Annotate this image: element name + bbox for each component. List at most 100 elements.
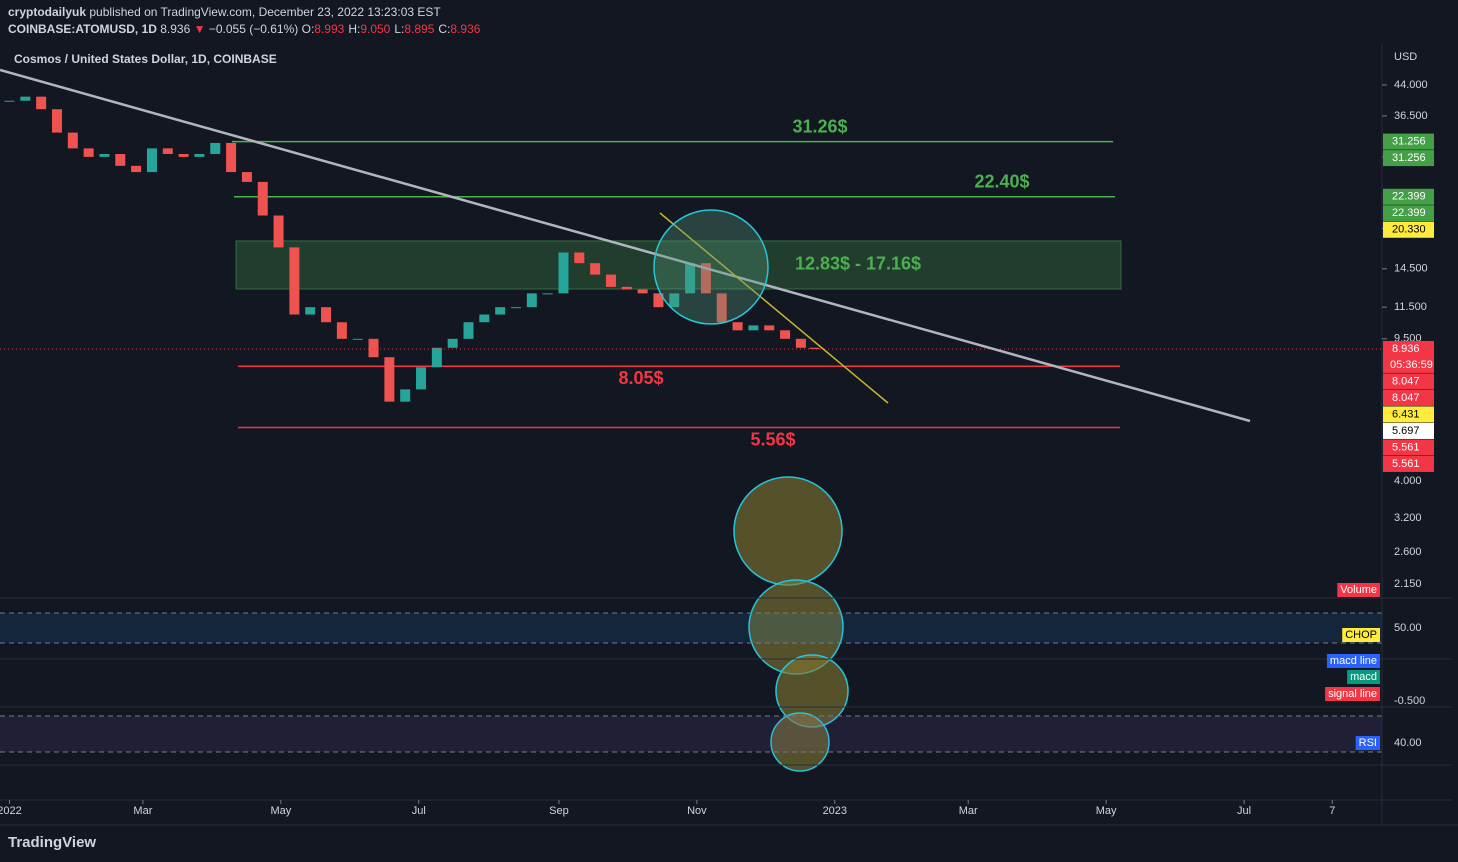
candle <box>131 165 142 173</box>
price-label: 8.047 <box>1392 375 1420 387</box>
price-label: 8.936 <box>1392 343 1420 355</box>
pane-label-box <box>1342 628 1380 642</box>
candle <box>210 142 221 154</box>
ohlc-value: 9.050 <box>360 22 391 36</box>
pane-label: macd line <box>1330 655 1377 667</box>
x-tick-label: Jul <box>412 805 426 817</box>
pane-label-box <box>1347 670 1380 684</box>
candle <box>241 172 252 182</box>
y-tick-label: 11.500 <box>1394 301 1427 313</box>
pane-tick-label: 2.600 <box>1394 546 1422 558</box>
candle <box>368 338 379 358</box>
ohlc-key: O: <box>301 22 315 36</box>
trendline-yellow <box>659 212 889 404</box>
price-label: 6.431 <box>1392 408 1420 420</box>
highlight-circle <box>770 712 830 772</box>
candle <box>716 293 727 323</box>
candle <box>51 109 62 133</box>
ohlc-value: 8.936 <box>450 22 481 36</box>
candle <box>542 293 553 295</box>
axis-unit: USD <box>1394 51 1417 63</box>
price-label: 5.561 <box>1392 441 1420 453</box>
candle <box>590 263 601 275</box>
candle <box>463 322 474 339</box>
candle <box>447 338 458 348</box>
candle <box>510 307 521 309</box>
x-tick-label: May <box>270 805 291 817</box>
pane-tick-label: 2.150 <box>1394 578 1422 590</box>
price-label: 22.399 <box>1392 191 1426 203</box>
candle <box>289 247 300 315</box>
pane-label-box <box>1325 687 1380 701</box>
pane-tick-label: 4.000 <box>1394 475 1422 487</box>
x-tick-label: May <box>1096 805 1117 817</box>
pane-label: Volume <box>1340 584 1377 596</box>
chop-band <box>0 613 1382 643</box>
candle <box>146 148 157 173</box>
candle <box>669 293 680 308</box>
pane-tick-label: 3.200 <box>1394 512 1422 524</box>
price-label: 22.399 <box>1392 207 1426 219</box>
change: −0.055 (−0.61%) <box>208 22 299 36</box>
candle <box>621 286 632 290</box>
chart-title: Cosmos / United States Dollar, 1D, COINB… <box>14 52 277 66</box>
x-tick-label: Sep <box>549 805 569 817</box>
zone <box>235 240 1122 290</box>
candle <box>20 96 31 101</box>
level-label: 31.26$ <box>792 116 847 136</box>
footer-logo: TradingView <box>8 834 96 851</box>
trendline <box>0 68 1251 423</box>
candle <box>526 293 537 308</box>
ohlc-key: C: <box>438 22 451 36</box>
price-label: 20.330 <box>1392 224 1426 236</box>
level-label: 8.05$ <box>618 368 663 388</box>
candle <box>416 367 427 390</box>
price-label-box <box>1383 455 1434 472</box>
candle <box>99 153 110 157</box>
price-label-box <box>1383 188 1434 205</box>
candle <box>685 263 696 294</box>
pane-tick-label: -0.500 <box>1394 695 1425 707</box>
price-label-box <box>1383 422 1434 439</box>
pane-label: signal line <box>1328 688 1377 700</box>
level-label: 22.40$ <box>974 172 1029 192</box>
candle <box>321 307 332 323</box>
pane-label-box <box>1326 654 1380 668</box>
y-tick-label: 36.500 <box>1394 110 1428 122</box>
chart-bg <box>0 44 1452 825</box>
pane-label: CHOP <box>1345 629 1377 641</box>
price-label-box <box>1383 133 1434 150</box>
price-label-box <box>1383 221 1434 238</box>
publisher: cryptodailyuk <box>8 5 87 19</box>
candle <box>67 132 78 149</box>
price-label-box <box>1383 150 1434 167</box>
candle <box>780 330 791 339</box>
candle <box>495 307 506 315</box>
ohlc-value: 8.895 <box>404 22 435 36</box>
candle <box>226 142 237 173</box>
candle <box>637 289 648 294</box>
highlight-circle <box>653 209 769 325</box>
candle <box>336 322 347 339</box>
y-tick-label: 14.500 <box>1394 263 1428 275</box>
level-label: 5.56$ <box>750 429 795 449</box>
x-tick-label: Jul <box>1237 805 1251 817</box>
candle <box>162 148 173 154</box>
candle <box>400 389 411 402</box>
ohlc-key: L: <box>394 22 405 36</box>
pane-tick-label: 50.00 <box>1394 622 1422 634</box>
highlight-circle <box>733 476 843 586</box>
y-tick-label: 44.000 <box>1394 79 1428 91</box>
x-tick-label: Mar <box>959 805 978 817</box>
candle <box>605 274 616 287</box>
candle <box>36 96 47 110</box>
candle <box>748 325 759 331</box>
price-label-box <box>1383 373 1434 390</box>
rsi-band <box>0 716 1382 752</box>
candle <box>194 153 205 157</box>
header: cryptodailyuk published on TradingView.c… <box>8 4 484 38</box>
candle <box>732 322 743 331</box>
x-tick-label: 2023 <box>823 805 847 817</box>
